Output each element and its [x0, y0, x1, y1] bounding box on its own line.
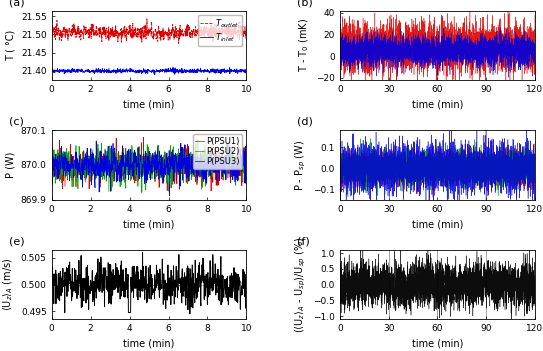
- Text: (e): (e): [9, 236, 24, 246]
- P(PSU1): [197, 165, 203, 169]
- P(PSU3): [166, 193, 173, 198]
- P(PSU2): [173, 164, 179, 168]
- Y-axis label: T ( °C): T ( °C): [5, 30, 15, 61]
- P(PSU1): [208, 189, 214, 193]
- P(PSU1): [60, 163, 67, 167]
- P(PSU1): [167, 167, 173, 171]
- Line: P(PSU2): P(PSU2): [52, 140, 247, 193]
- $T_{outlet}$: [243, 28, 250, 32]
- P(PSU3): [217, 159, 223, 164]
- $T_{outlet}$: [197, 37, 203, 41]
- P(PSU2): [60, 151, 67, 155]
- Text: (a): (a): [9, 0, 24, 7]
- $T_{inlet}$: [173, 69, 180, 73]
- Line: P(PSU3): P(PSU3): [52, 141, 247, 196]
- P(PSU3): [162, 170, 168, 174]
- P(PSU2): [217, 168, 223, 173]
- P(PSU3): [48, 166, 55, 170]
- P(PSU1): [243, 168, 250, 172]
- P(PSU3): [93, 139, 99, 143]
- $T_{inlet}$: [167, 69, 173, 74]
- X-axis label: time (min): time (min): [123, 100, 175, 110]
- Y-axis label: T - T$_0$ (mK): T - T$_0$ (mK): [297, 18, 311, 72]
- Legend: P(PSU1), P(PSU2), P(PSU3): P(PSU1), P(PSU2), P(PSU3): [193, 134, 242, 169]
- P(PSU3): [197, 166, 203, 171]
- $T_{inlet}$: [60, 69, 67, 73]
- P(PSU3): [173, 179, 180, 183]
- P(PSU2): [243, 170, 250, 174]
- $T_{outlet}$: [217, 29, 223, 33]
- $T_{outlet}$: [162, 31, 168, 35]
- P(PSU2): [138, 191, 145, 195]
- P(PSU2): [162, 153, 168, 158]
- P(PSU3): [60, 171, 67, 175]
- P(PSU3): [167, 163, 174, 167]
- X-axis label: time (min): time (min): [412, 219, 463, 229]
- P(PSU3): [243, 157, 250, 161]
- P(PSU1): [48, 158, 55, 162]
- Y-axis label: (⟨U$_z$⟩$_A$ - U$_{sp}$)/U$_{sp}$ (%): (⟨U$_z$⟩$_A$ - U$_{sp}$)/U$_{sp}$ (%): [293, 237, 308, 333]
- Line: $T_{outlet}$: $T_{outlet}$: [52, 19, 247, 44]
- Line: $T_{inlet}$: $T_{inlet}$: [52, 67, 247, 75]
- $T_{outlet}$: [144, 17, 150, 21]
- $T_{outlet}$: [48, 31, 55, 35]
- Text: (c): (c): [9, 117, 23, 127]
- $T_{inlet}$: [197, 69, 203, 73]
- Line: P(PSU1): P(PSU1): [52, 137, 247, 191]
- P(PSU1): [217, 165, 223, 169]
- $T_{inlet}$: [151, 73, 158, 77]
- Y-axis label: P (W): P (W): [5, 152, 15, 178]
- $T_{inlet}$: [217, 70, 223, 74]
- P(PSU2): [194, 138, 201, 142]
- Y-axis label: ⟨U$_z$⟩$_A$ (m/s): ⟨U$_z$⟩$_A$ (m/s): [2, 258, 15, 311]
- $T_{outlet}$: [60, 25, 67, 29]
- $T_{inlet}$: [162, 69, 168, 74]
- X-axis label: time (min): time (min): [123, 339, 175, 349]
- $T_{inlet}$: [243, 66, 250, 71]
- Legend: $T_{outlet}$, $T_{inlet}$: $T_{outlet}$, $T_{inlet}$: [198, 15, 242, 46]
- P(PSU2): [167, 166, 173, 170]
- X-axis label: time (min): time (min): [412, 339, 463, 349]
- P(PSU1): [173, 166, 179, 171]
- Y-axis label: P - P$_{sp}$ (W): P - P$_{sp}$ (W): [293, 139, 308, 191]
- $T_{inlet}$: [48, 70, 55, 74]
- $T_{outlet}$: [167, 34, 173, 39]
- P(PSU1): [140, 135, 147, 139]
- $T_{inlet}$: [170, 65, 176, 69]
- Text: (f): (f): [297, 236, 310, 246]
- X-axis label: time (min): time (min): [123, 219, 175, 229]
- P(PSU2): [48, 156, 55, 160]
- P(PSU1): [162, 150, 168, 154]
- $T_{outlet}$: [175, 41, 182, 46]
- $T_{outlet}$: [173, 33, 179, 37]
- X-axis label: time (min): time (min): [412, 100, 463, 110]
- Text: (d): (d): [297, 117, 313, 127]
- P(PSU2): [197, 163, 203, 167]
- Text: (b): (b): [297, 0, 313, 7]
